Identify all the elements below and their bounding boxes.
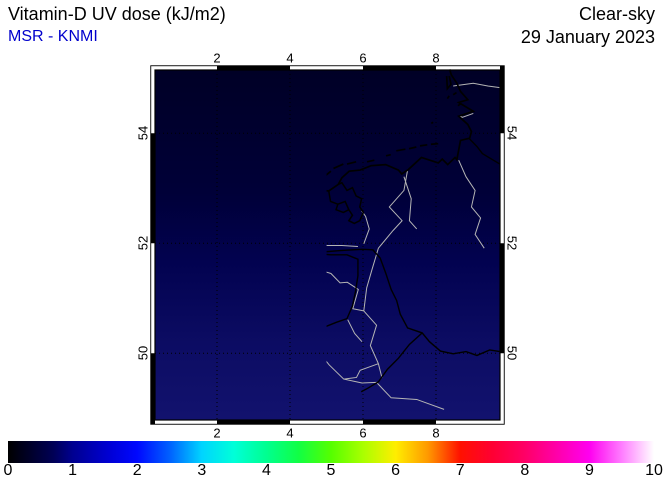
lat-tick-left-54: 54 <box>135 125 151 141</box>
colorbar-tick-2: 2 <box>132 462 142 479</box>
lon-tick-top-6: 6 <box>359 50 367 66</box>
colorbar-gradient <box>8 441 654 463</box>
major-rivers <box>285 138 500 392</box>
colorbar-tick-7: 7 <box>455 462 465 479</box>
map-frame <box>150 65 505 425</box>
lat-tick-left-52: 52 <box>135 235 151 251</box>
colorbar-tick-6: 6 <box>391 462 401 479</box>
colorbar-tick-5: 5 <box>326 462 336 479</box>
sky-condition-label: Clear-sky <box>578 4 655 24</box>
lon-tick-bottom-2: 2 <box>213 425 221 441</box>
lat-tick-right-52: 52 <box>504 235 520 251</box>
lat-tick-right-54: 54 <box>504 125 520 141</box>
colorbar-tick-4: 4 <box>261 462 271 479</box>
lat-tick-right-50: 50 <box>504 345 520 361</box>
colorbar-tick-3: 3 <box>197 462 207 479</box>
minor-rivers <box>155 113 484 419</box>
country-borders <box>238 83 500 409</box>
lon-tick-bottom-6: 6 <box>359 425 367 441</box>
colorbar-tick-0: 0 <box>3 462 13 479</box>
date-label: 29 January 2023 <box>520 27 655 47</box>
data-source-label: MSR - KNMI <box>8 28 98 45</box>
lon-tick-top-4: 4 <box>286 50 294 66</box>
geo-map <box>150 65 505 425</box>
graticule <box>155 70 500 420</box>
coastline <box>155 69 473 369</box>
lat-tick-left-50: 50 <box>135 345 151 361</box>
colorbar-tick-10: 10 <box>645 462 663 479</box>
colorbar-tick-9: 9 <box>584 462 594 479</box>
colorbar-tick-8: 8 <box>520 462 530 479</box>
lon-tick-top-2: 2 <box>213 50 221 66</box>
lon-tick-bottom-8: 8 <box>432 425 440 441</box>
colorbar-tick-1: 1 <box>68 462 78 479</box>
page-title: Vitamin-D UV dose (kJ/m2) <box>8 4 226 24</box>
lon-tick-bottom-4: 4 <box>286 425 294 441</box>
lon-tick-top-8: 8 <box>432 50 440 66</box>
